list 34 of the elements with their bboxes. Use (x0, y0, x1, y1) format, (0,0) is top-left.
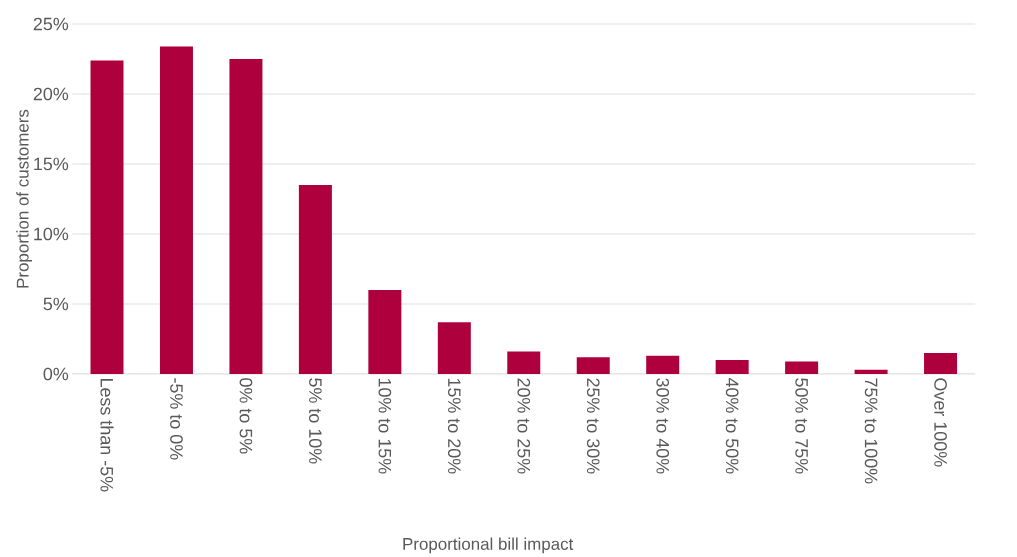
bar (854, 369, 888, 374)
x-tick-label: 0% to 5% (239, 378, 253, 454)
bar (437, 322, 471, 374)
x-tick-label: 20% to 25% (517, 378, 531, 474)
x-tick-label: 5% to 10% (309, 378, 322, 464)
bar (159, 46, 193, 374)
x-tick-label: 15% to 20% (447, 378, 461, 474)
x-tick-label: 30% to 40% (656, 378, 670, 474)
bar (646, 355, 680, 374)
bar (924, 352, 958, 374)
x-tick-label: Over 100% (934, 378, 947, 467)
y-tick-label: 10% (34, 227, 69, 241)
y-axis-title: Proportion of customers (16, 109, 33, 288)
x-tick-label: -5% to 0% (170, 378, 183, 460)
bar (785, 361, 819, 374)
x-tick-label: 10% to 15% (378, 378, 392, 474)
bar (715, 359, 749, 374)
bar (507, 351, 541, 374)
x-tick-label: 50% to 75% (795, 378, 808, 474)
y-tick-label: 25% (33, 17, 69, 31)
x-tick-label: 40% to 50% (725, 377, 739, 474)
x-tick-label: Less than -5% (100, 378, 114, 492)
x-tick-label: 25% to 30% (586, 378, 600, 474)
x-tick-label: 75% to 100% (864, 378, 878, 484)
y-tick-label: 15% (34, 157, 69, 171)
bar (576, 357, 610, 374)
y-tick-label: 5% (43, 297, 69, 311)
bar (229, 58, 263, 374)
bar (298, 184, 332, 374)
bar (90, 60, 124, 374)
bar (368, 289, 402, 374)
x-axis-title: Proportional bill impact (403, 537, 574, 554)
y-tick-label: 20% (33, 87, 69, 101)
y-tick-label: 0% (43, 367, 69, 381)
